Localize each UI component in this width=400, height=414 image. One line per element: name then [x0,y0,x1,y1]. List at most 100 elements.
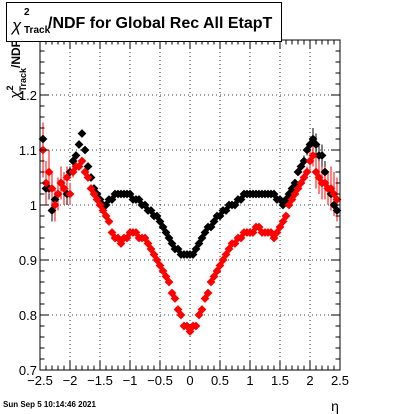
y-tick-label: 1.1 [19,143,37,158]
red-marker [290,189,300,199]
red-marker [206,277,216,287]
red-marker [161,272,171,281]
y-tick-label: 1 [30,198,37,213]
red-marker [185,327,195,336]
red-marker [326,184,336,193]
black-marker [311,140,321,149]
black-marker [299,156,309,166]
black-marker [317,151,327,160]
y-tick-label: 0.7 [19,363,37,378]
y-tick-label: 0.9 [19,253,37,268]
y-axis-label: χ2 Track/NDF [5,40,28,101]
x-tick-label: 0.5 [211,373,229,388]
red-marker [296,178,306,188]
x-tick-label: 2 [306,373,313,388]
red-marker [284,200,294,210]
red-marker [293,184,303,193]
x-tick-label: 2.5 [331,373,349,388]
red-marker [41,178,51,188]
black-marker [320,167,330,177]
red-marker [287,195,297,204]
black-marker [284,189,294,199]
red-marker [47,184,57,193]
black-marker [296,162,306,171]
title-sub: Track [24,25,51,36]
red-marker [275,222,285,232]
black-marker [71,151,81,160]
red-marker [302,167,312,177]
title-chi: χ [12,16,22,35]
x-tick-label: 1.5 [271,373,289,388]
red-marker [269,233,279,243]
y-tick-label: 1.2 [19,88,37,103]
red-marker [44,167,54,177]
red-marker [278,217,288,226]
chart-title: /NDF for Global Rec All EtapT [48,15,273,32]
red-marker [62,173,72,182]
y-tick-label: 0.8 [19,308,37,323]
red-marker [218,255,228,265]
red-marker [77,156,87,166]
red-marker [83,173,93,182]
x-tick-label: −1 [123,373,138,388]
black-marker [80,145,90,155]
black-marker [74,140,84,149]
red-marker [59,184,69,193]
red-marker [158,266,168,276]
red-marker [173,305,183,314]
red-marker [272,228,282,237]
red-marker [266,228,276,237]
red-marker [203,288,213,298]
x-tick-label: −1.5 [87,373,113,388]
red-marker [314,173,324,182]
grid-lines [40,40,340,370]
red-marker [329,189,339,199]
x-axis-label: η [331,398,339,414]
red-marker [152,255,162,265]
black-marker [332,206,342,215]
black-marker [290,178,300,188]
red-marker [254,222,264,232]
red-marker [212,266,222,276]
black-marker [281,195,291,204]
black-marker [275,195,285,204]
red-marker [149,250,159,259]
red-marker [50,200,60,210]
red-marker [65,189,75,199]
red-marker [182,321,192,331]
red-marker [281,211,291,221]
red-marker [191,321,201,331]
black-marker [302,145,312,155]
red-marker [176,310,186,320]
red-marker [164,277,174,287]
black-marker [305,140,315,149]
x-tick-label: −2.5 [27,373,53,388]
red-marker [104,217,114,226]
black-marker [287,184,297,193]
red-marker [320,178,330,188]
red-marker [209,272,219,281]
x-tick-label: −0.5 [147,373,173,388]
red-marker [155,261,165,270]
black-marker [293,167,303,177]
red-marker [194,310,204,320]
x-tick-label: 0 [186,373,193,388]
red-marker [215,261,225,270]
red-marker [332,195,342,204]
black-marker [269,189,279,199]
red-marker [299,173,309,182]
black-marker [278,200,288,210]
red-marker [197,305,207,314]
data-markers [38,129,342,336]
red-marker [200,294,210,303]
x-tick-label: 1 [246,373,253,388]
title-sup: 2 [24,7,30,18]
x-tick-label: −2 [63,373,78,388]
red-marker [311,167,321,177]
red-marker [308,151,318,160]
title-chi2-symbol: χ 2 Track [12,4,52,40]
red-marker [167,288,177,298]
y-tick-labels: 0.7 0.8 0.9 1 1.1 1.2 [19,88,37,378]
